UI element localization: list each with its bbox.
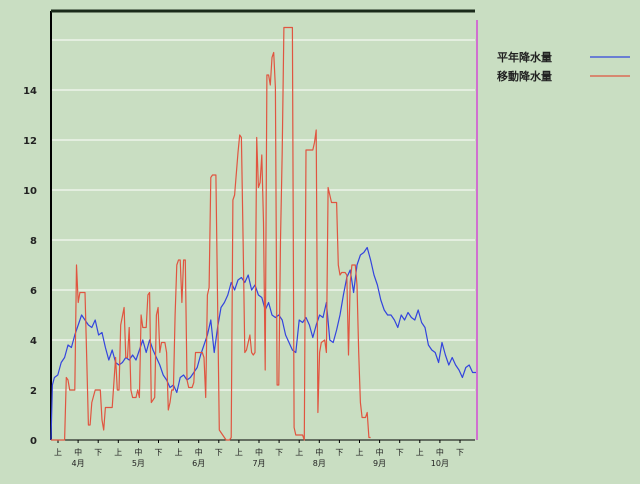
month-label: 7月: [252, 459, 265, 468]
month-label: 8月: [313, 459, 326, 468]
x-tick-label: 上: [416, 448, 424, 457]
legend-label: 移動降水量: [497, 69, 552, 83]
x-tick-label: 中: [376, 447, 384, 457]
series-lines: [50, 26, 476, 441]
x-tick-label: 下: [275, 448, 283, 457]
x-tick-labels: 上中下上中下上中下上中下上中下上中下上中下: [54, 440, 464, 457]
x-tick-label: 下: [215, 448, 223, 457]
y-tick-label: 14: [23, 86, 37, 97]
x-tick-label: 中: [195, 447, 203, 457]
month-labels: 4月 5月 6月 7月 8月 9月 10月: [72, 459, 449, 468]
grid-lines: [51, 39, 475, 391]
x-tick-label: 下: [155, 448, 163, 457]
x-tick-label: 上: [295, 448, 303, 457]
x-tick-label: 下: [456, 448, 464, 457]
x-tick-label: 中: [436, 447, 444, 457]
month-label: 6月: [192, 459, 205, 468]
x-tick-label: 下: [94, 448, 102, 457]
y-tick-label: 8: [30, 236, 37, 247]
y-tick-label: 10: [23, 186, 37, 197]
x-tick-label: 中: [74, 447, 82, 457]
x-tick-label: 下: [335, 448, 343, 457]
x-tick-label: 中: [134, 447, 142, 457]
series-line-2: [51, 26, 371, 441]
month-label: 9月: [373, 459, 386, 468]
x-tick-label: 上: [356, 448, 364, 457]
x-tick-label: 下: [396, 448, 404, 457]
x-tick-label: 上: [54, 448, 62, 457]
y-tick-label: 12: [23, 136, 37, 147]
x-tick-label: 上: [175, 448, 183, 457]
x-tick-label: 上: [235, 448, 243, 457]
axes: [50, 9, 478, 441]
y-tick-label: 2: [30, 386, 37, 397]
legend-label: 平年降水量: [497, 50, 552, 64]
month-label: 4月: [72, 459, 85, 468]
y-tick-label: 0: [30, 436, 37, 447]
x-tick-label: 上: [114, 448, 122, 457]
x-tick-label: 中: [255, 447, 263, 457]
y-tick-labels: 0 2 4 6 8 10 12 14: [23, 86, 37, 447]
x-tick-label: 中: [315, 447, 323, 457]
month-label: 5月: [132, 459, 145, 468]
month-label: 10月: [431, 459, 449, 468]
series-line-1: [50, 246, 476, 441]
y-tick-label: 4: [30, 336, 37, 347]
y-tick-label: 6: [30, 286, 37, 297]
